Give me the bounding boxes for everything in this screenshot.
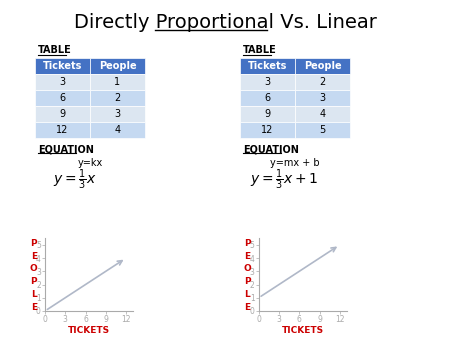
Text: 3: 3 [114,109,121,119]
Text: 6: 6 [59,93,66,103]
Text: E: E [31,303,37,312]
Text: TABLE: TABLE [38,45,72,55]
Text: People: People [99,61,136,71]
Text: Tickets: Tickets [248,61,287,71]
Text: People: People [304,61,341,71]
Text: 4: 4 [114,125,121,135]
Bar [35,90,90,106]
Text: 9: 9 [265,109,270,119]
Text: 5: 5 [320,125,326,135]
Text: L: L [245,290,250,299]
Bar [295,122,350,138]
Bar [240,74,295,90]
Bar [35,106,90,122]
Text: 2: 2 [320,77,326,87]
Text: Tickets: Tickets [43,61,82,71]
X-axis label: TICKETS: TICKETS [282,325,324,335]
Text: 12: 12 [261,125,274,135]
Bar [240,122,295,138]
Text: E: E [244,303,251,312]
Text: TABLE: TABLE [243,45,277,55]
Text: P: P [244,239,251,248]
Bar [90,58,145,74]
Text: 12: 12 [56,125,69,135]
Bar [295,90,350,106]
Text: y=kx: y=kx [77,158,103,168]
Text: 3: 3 [59,77,66,87]
Text: E: E [31,252,37,261]
Bar [240,90,295,106]
Text: E: E [244,252,251,261]
Bar [295,106,350,122]
Bar [35,74,90,90]
Text: $y = \frac{1}{3}x + 1$: $y = \frac{1}{3}x + 1$ [250,168,318,192]
Text: O: O [30,264,38,273]
Bar [35,122,90,138]
Text: O: O [243,264,252,273]
Bar [240,58,295,74]
Bar [90,74,145,90]
Text: 9: 9 [59,109,66,119]
Text: EQUATION: EQUATION [38,144,94,154]
Bar [295,74,350,90]
Text: P: P [31,239,37,248]
Bar [240,106,295,122]
Text: P: P [244,277,251,286]
Text: EQUATION: EQUATION [243,144,299,154]
Text: L: L [31,290,36,299]
Text: 1: 1 [114,77,121,87]
Text: Directly Proportional Vs. Linear: Directly Proportional Vs. Linear [73,13,377,31]
Bar [35,58,90,74]
Text: $y = \frac{1}{3}x$: $y = \frac{1}{3}x$ [53,168,97,192]
X-axis label: TICKETS: TICKETS [68,325,110,335]
Bar [90,90,145,106]
Text: 3: 3 [320,93,325,103]
Text: 6: 6 [265,93,270,103]
Text: 3: 3 [265,77,270,87]
Text: 2: 2 [114,93,121,103]
Text: y=mx + b: y=mx + b [270,158,320,168]
Text: P: P [31,277,37,286]
Bar [295,58,350,74]
Bar [90,122,145,138]
Bar [90,106,145,122]
Text: 4: 4 [320,109,325,119]
